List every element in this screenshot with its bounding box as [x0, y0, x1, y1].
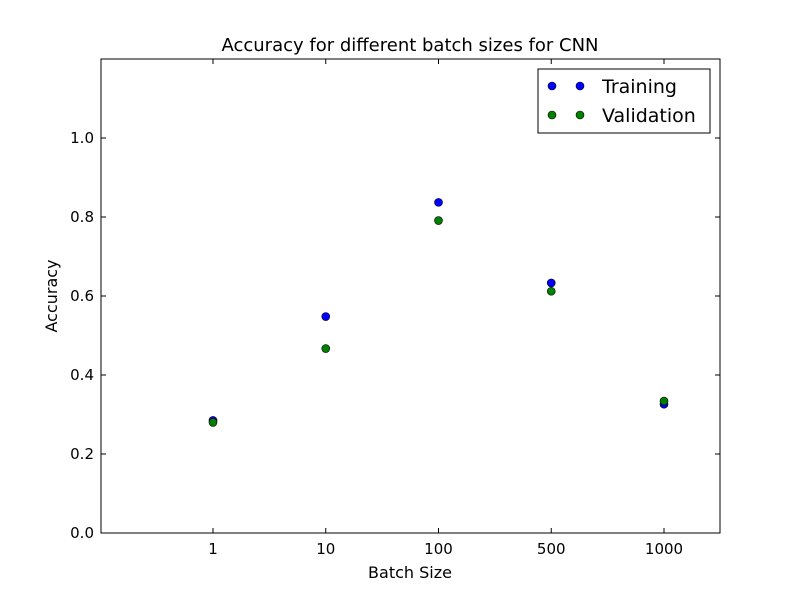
training-legend-marker: [575, 81, 585, 91]
y-tick-label: 0.6: [70, 287, 94, 305]
training-legend-label: Training: [601, 76, 677, 98]
x-tick-label: 500: [537, 540, 566, 558]
y-tick-label: 1.0: [70, 129, 94, 147]
plot-area: [100, 58, 721, 534]
x-tick-label: 1000: [645, 540, 683, 558]
training-point: [434, 198, 443, 207]
validation-legend-marker: [575, 110, 585, 120]
validation-point: [546, 286, 556, 296]
x-tick-label: 10: [316, 540, 335, 558]
validation-legend-marker: [547, 110, 557, 120]
y-axis-label: Accuracy: [42, 259, 61, 332]
y-tick-label: 0.0: [70, 524, 94, 542]
x-tick-label: 1: [208, 540, 218, 558]
validation-point: [659, 396, 669, 406]
legend-box: [537, 68, 711, 134]
chart-title: Accuracy for different batch sizes for C…: [221, 35, 598, 56]
validation-legend-label: Validation: [602, 105, 696, 127]
validation-point: [321, 344, 331, 353]
x-axis-label: Batch Size: [368, 563, 452, 582]
legend: Training Validation: [537, 68, 711, 134]
training-legend-marker: [547, 81, 557, 91]
validation-point: [434, 216, 443, 225]
y-tick-label: 0.4: [70, 366, 94, 384]
validation-point: [208, 418, 218, 427]
training-point: [546, 278, 556, 288]
x-tick-label: 100: [424, 540, 453, 558]
training-point: [321, 312, 331, 321]
y-tick-label: 0.8: [70, 208, 94, 226]
y-tick-label: 0.2: [70, 445, 94, 463]
